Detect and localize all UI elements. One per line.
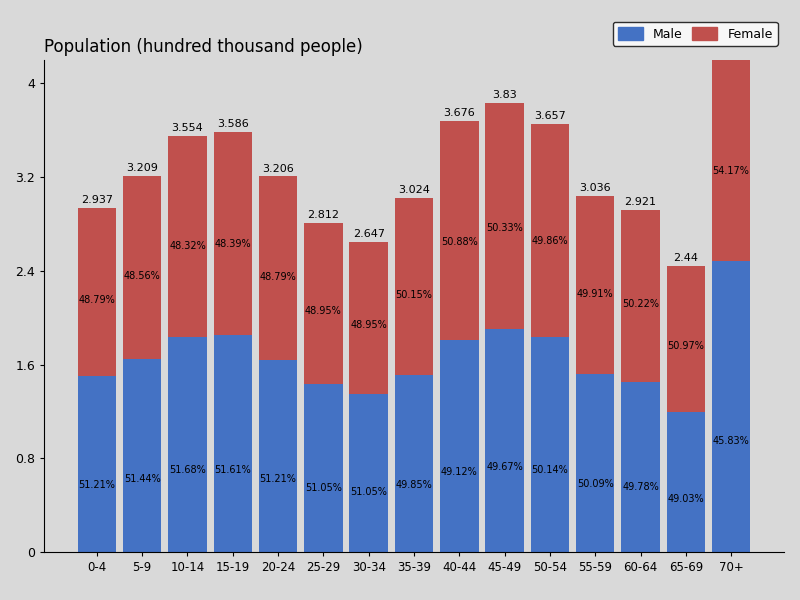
Bar [666, 266, 705, 412]
Bar [622, 210, 660, 382]
Text: 3.036: 3.036 [579, 184, 611, 193]
Text: 3.676: 3.676 [443, 109, 475, 118]
Text: 50.88%: 50.88% [441, 237, 478, 247]
Bar [78, 376, 116, 552]
Text: 48.56%: 48.56% [124, 271, 161, 281]
Text: 49.91%: 49.91% [577, 289, 614, 299]
Bar [394, 376, 434, 552]
Text: 2.937: 2.937 [81, 195, 113, 205]
Text: 48.79%: 48.79% [260, 272, 297, 282]
Text: 3.83: 3.83 [492, 91, 517, 100]
Bar [666, 412, 705, 552]
Bar [304, 223, 342, 384]
Text: 51.21%: 51.21% [260, 474, 297, 484]
Text: 50.33%: 50.33% [486, 223, 523, 233]
Text: 54.17%: 54.17% [713, 166, 750, 176]
Text: 3.206: 3.206 [262, 164, 294, 173]
Text: 3.586: 3.586 [217, 119, 249, 129]
Text: 3.209: 3.209 [126, 163, 158, 173]
Text: 3.657: 3.657 [534, 110, 566, 121]
Text: 3.554: 3.554 [172, 123, 203, 133]
Bar [123, 359, 162, 552]
Bar [214, 335, 252, 552]
Text: 50.22%: 50.22% [622, 299, 659, 310]
Text: 48.95%: 48.95% [350, 320, 387, 331]
Bar [622, 382, 660, 552]
Bar [123, 176, 162, 359]
Text: 51.05%: 51.05% [350, 487, 387, 497]
Text: 50.09%: 50.09% [577, 479, 614, 490]
Text: 51.44%: 51.44% [124, 473, 161, 484]
Bar [530, 124, 569, 337]
Text: 49.85%: 49.85% [396, 480, 432, 490]
Text: 48.32%: 48.32% [169, 241, 206, 251]
Text: 2.921: 2.921 [625, 197, 657, 207]
Text: 50.97%: 50.97% [667, 341, 704, 351]
Text: 3.024: 3.024 [398, 185, 430, 195]
Bar [394, 198, 434, 376]
Text: 49.03%: 49.03% [667, 494, 704, 504]
Text: 51.68%: 51.68% [169, 465, 206, 475]
Text: 45.83%: 45.83% [713, 436, 750, 446]
Text: 51.05%: 51.05% [305, 483, 342, 493]
Bar [712, 261, 750, 552]
Text: 50.14%: 50.14% [531, 466, 568, 475]
Text: 48.95%: 48.95% [305, 306, 342, 316]
Bar [259, 176, 298, 359]
Bar [576, 196, 614, 374]
Text: Population (hundred thousand people): Population (hundred thousand people) [44, 38, 362, 56]
Bar [78, 208, 116, 376]
Bar [259, 359, 298, 552]
Text: 48.79%: 48.79% [78, 295, 115, 305]
Bar [168, 337, 206, 552]
Bar [168, 136, 206, 337]
Text: 51.21%: 51.21% [78, 480, 115, 490]
Bar [576, 374, 614, 552]
Bar [486, 103, 524, 329]
Bar [440, 121, 478, 340]
Bar [350, 394, 388, 552]
Text: 48.39%: 48.39% [214, 239, 251, 249]
Bar [530, 337, 569, 552]
Bar [304, 384, 342, 552]
Text: 51.61%: 51.61% [214, 464, 251, 475]
Bar [214, 132, 252, 335]
Text: 2.647: 2.647 [353, 229, 385, 239]
Text: 2.812: 2.812 [307, 209, 339, 220]
Legend: Male, Female: Male, Female [613, 22, 778, 46]
Text: 49.78%: 49.78% [622, 482, 659, 492]
Bar [712, 0, 750, 261]
Bar [440, 340, 478, 552]
Text: 49.67%: 49.67% [486, 463, 523, 472]
Text: 2.44: 2.44 [674, 253, 698, 263]
Text: 50.15%: 50.15% [395, 290, 433, 301]
Text: 49.86%: 49.86% [531, 236, 568, 246]
Text: 49.12%: 49.12% [441, 467, 478, 476]
Bar [350, 242, 388, 394]
Bar [486, 329, 524, 552]
